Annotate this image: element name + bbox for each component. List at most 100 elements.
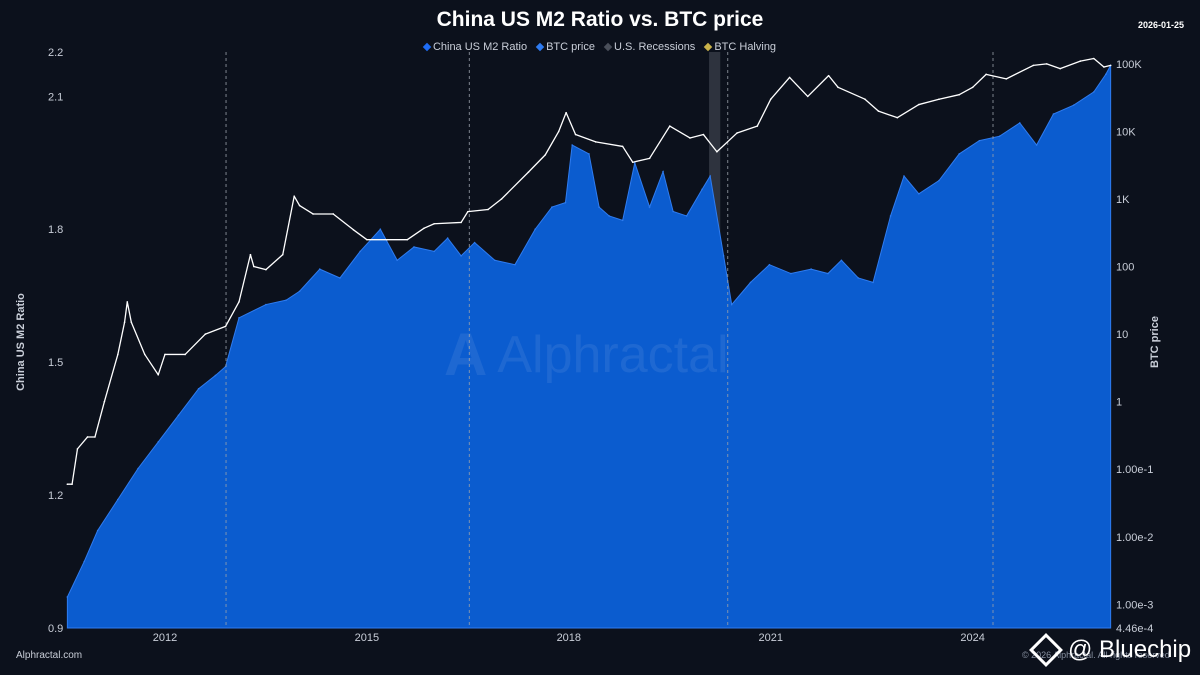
btc-price-point bbox=[837, 86, 839, 89]
m2-ratio-point bbox=[1035, 144, 1038, 146]
m2-ratio-point bbox=[588, 153, 590, 155]
left-axis-tick-label: 0.9 bbox=[48, 623, 63, 635]
btc-price-point bbox=[487, 208, 489, 211]
btc-price-point bbox=[126, 301, 129, 303]
m2-ratio-point bbox=[83, 560, 85, 563]
btc-price-point bbox=[460, 221, 462, 224]
btc-price-point bbox=[806, 95, 809, 98]
legend-marker-icon bbox=[603, 42, 613, 52]
m2-ratio-point bbox=[730, 303, 733, 306]
btc-price-point bbox=[621, 145, 624, 148]
m2-ratio-point bbox=[493, 259, 496, 262]
right-axis-tick-label: 1K bbox=[1116, 194, 1130, 206]
m2-ratio-area-layer bbox=[66, 64, 1112, 629]
btc-price-point bbox=[565, 111, 567, 114]
bluechip-logo-icon bbox=[1029, 633, 1063, 667]
m2-ratio-point bbox=[66, 596, 69, 598]
btc-price-point bbox=[1059, 67, 1061, 70]
right-axis-tick-label: 1.00e-1 bbox=[1116, 464, 1153, 476]
right-axis-tick-label: 100K bbox=[1116, 59, 1142, 71]
btc-price-point bbox=[527, 171, 530, 173]
btc-price-point bbox=[631, 161, 634, 164]
btc-price-point bbox=[184, 353, 186, 356]
x-axis: 2012 2015 2018 2021 2024 bbox=[153, 632, 985, 644]
btc-price-point bbox=[204, 333, 207, 335]
btc-price-point bbox=[406, 238, 409, 241]
btc-price-point bbox=[164, 353, 166, 356]
btc-price-point bbox=[143, 353, 146, 356]
legend-marker-icon bbox=[422, 42, 432, 52]
right-axis: 4.46e-4 1.00e-3 1.00e-2 1.00e-1 1 10 100 1K 10K 1… bbox=[1116, 59, 1153, 635]
m2-ratio-point bbox=[1052, 113, 1055, 115]
btc-price-point bbox=[130, 321, 133, 324]
btc-price-point bbox=[958, 93, 961, 96]
m2-ratio-point bbox=[433, 250, 435, 253]
source-credit: Alphractal.com bbox=[16, 650, 83, 661]
left-axis-tick-label: 1.8 bbox=[48, 224, 63, 236]
legend-item[interactable]: BTC price bbox=[535, 41, 595, 53]
btc-price-point bbox=[938, 98, 940, 101]
right-axis-tick-label: 1 bbox=[1116, 397, 1122, 409]
legend-item[interactable]: China US M2 Ratio bbox=[422, 41, 527, 53]
btc-price-point bbox=[1079, 60, 1082, 62]
m2-ratio-point bbox=[701, 188, 703, 191]
btc-price-point bbox=[689, 137, 691, 139]
btc-price-point bbox=[76, 448, 79, 450]
m2-ratio-point bbox=[1093, 91, 1095, 93]
btc-price-point bbox=[238, 301, 240, 303]
btc-price-point bbox=[788, 76, 791, 79]
bluechip-overlay: @ Bluechip bbox=[1029, 633, 1191, 667]
btc-price-point bbox=[86, 436, 89, 438]
m2-ratio-point bbox=[534, 228, 536, 231]
btc-price-point bbox=[716, 150, 718, 153]
watermark: A Alphractal bbox=[444, 320, 729, 389]
m2-ratio-point bbox=[709, 175, 711, 177]
right-axis-tick-label: 1.00e-3 bbox=[1116, 599, 1153, 611]
legend-marker-icon bbox=[704, 42, 713, 52]
m2-ratio-point bbox=[379, 228, 382, 231]
m2-ratio-point bbox=[514, 263, 516, 266]
left-axis-tick-label: 2.2 bbox=[48, 47, 63, 59]
m2-ratio-point bbox=[598, 206, 600, 208]
right-axis-tick-label: 10K bbox=[1116, 126, 1136, 138]
m2-ratio-area bbox=[66, 65, 1112, 629]
btc-price-point bbox=[769, 98, 772, 101]
m2-ratio-point bbox=[413, 246, 415, 248]
btc-price-point bbox=[1103, 66, 1105, 68]
m2-ratio-point bbox=[551, 206, 553, 208]
btc-price-point bbox=[71, 483, 73, 485]
m2-ratio-point bbox=[903, 175, 905, 177]
btc-price-point bbox=[1005, 78, 1008, 80]
btc-price-point bbox=[123, 321, 126, 324]
btc-price-point bbox=[756, 125, 759, 127]
btc-price-point bbox=[1109, 64, 1112, 67]
halving-lines-layer bbox=[225, 52, 994, 628]
left-axis-tick-label: 1.5 bbox=[48, 357, 63, 369]
chart-title: China US M2 Ratio vs. BTC price bbox=[436, 8, 764, 31]
btc-price-point bbox=[1093, 57, 1095, 60]
m2-ratio-point bbox=[938, 179, 940, 182]
left-axis: 0.9 1.2 1.5 1.8 2.1 2.2 bbox=[48, 47, 63, 635]
m2-ratio-point bbox=[473, 241, 476, 244]
m2-ratio-point bbox=[298, 290, 301, 293]
m2-ratio-point bbox=[648, 206, 651, 208]
legend-label: BTC Halving bbox=[714, 41, 777, 53]
btc-price-point bbox=[312, 213, 314, 215]
date-stamp: 2026-01-25 bbox=[1137, 20, 1184, 30]
m2-ratio-point bbox=[918, 192, 920, 195]
btc-price-point bbox=[557, 130, 560, 133]
legend-item[interactable]: U.S. Recessions bbox=[603, 41, 695, 53]
btc-price-point bbox=[352, 228, 355, 231]
legend-item[interactable]: BTC Halving bbox=[704, 41, 777, 53]
m2-ratio-point bbox=[978, 139, 981, 142]
m2-ratio-point bbox=[749, 281, 752, 284]
m2-ratio-point bbox=[359, 250, 361, 253]
m2-ratio-point bbox=[238, 317, 240, 319]
m2-ratio-point bbox=[446, 237, 449, 239]
m2-ratio-point bbox=[608, 215, 611, 217]
m2-ratio-point bbox=[672, 210, 674, 213]
btc-price-line-layer bbox=[66, 57, 1112, 485]
x-axis-tick-label: 2024 bbox=[960, 632, 984, 644]
btc-price-point bbox=[157, 373, 160, 376]
